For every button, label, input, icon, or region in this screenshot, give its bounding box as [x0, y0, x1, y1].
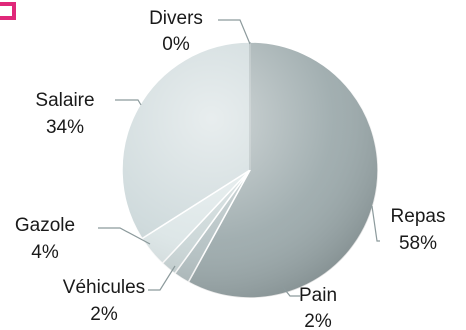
- label-gazole-value: 4%: [31, 242, 59, 263]
- pie-slices: [121, 41, 379, 299]
- label-divers-value: 0%: [162, 34, 190, 55]
- label-vehicules-value: 2%: [90, 304, 118, 325]
- label-gazole-name: Gazole: [15, 215, 75, 236]
- leader-line-vehicules: [148, 265, 176, 291]
- label-vehicules-name: Véhicules: [63, 277, 145, 298]
- label-salaire-name: Salaire: [35, 90, 94, 111]
- leader-line-gazole: [98, 227, 151, 245]
- corner-decoration-mark: [0, 2, 16, 20]
- label-divers-name: Divers: [149, 8, 203, 29]
- leader-line-repas: [371, 205, 380, 242]
- leader-lines: [98, 19, 380, 297]
- leader-line-salaire: [115, 99, 142, 106]
- label-salaire-value: 34%: [46, 117, 84, 138]
- label-repas-name: Repas: [391, 206, 446, 227]
- leader-line-divers: [218, 19, 251, 45]
- leader-line-pain: [281, 285, 300, 297]
- label-repas-value: 58%: [399, 233, 437, 254]
- label-pain-name: Pain: [299, 285, 337, 306]
- label-pain-value: 2%: [304, 311, 332, 330]
